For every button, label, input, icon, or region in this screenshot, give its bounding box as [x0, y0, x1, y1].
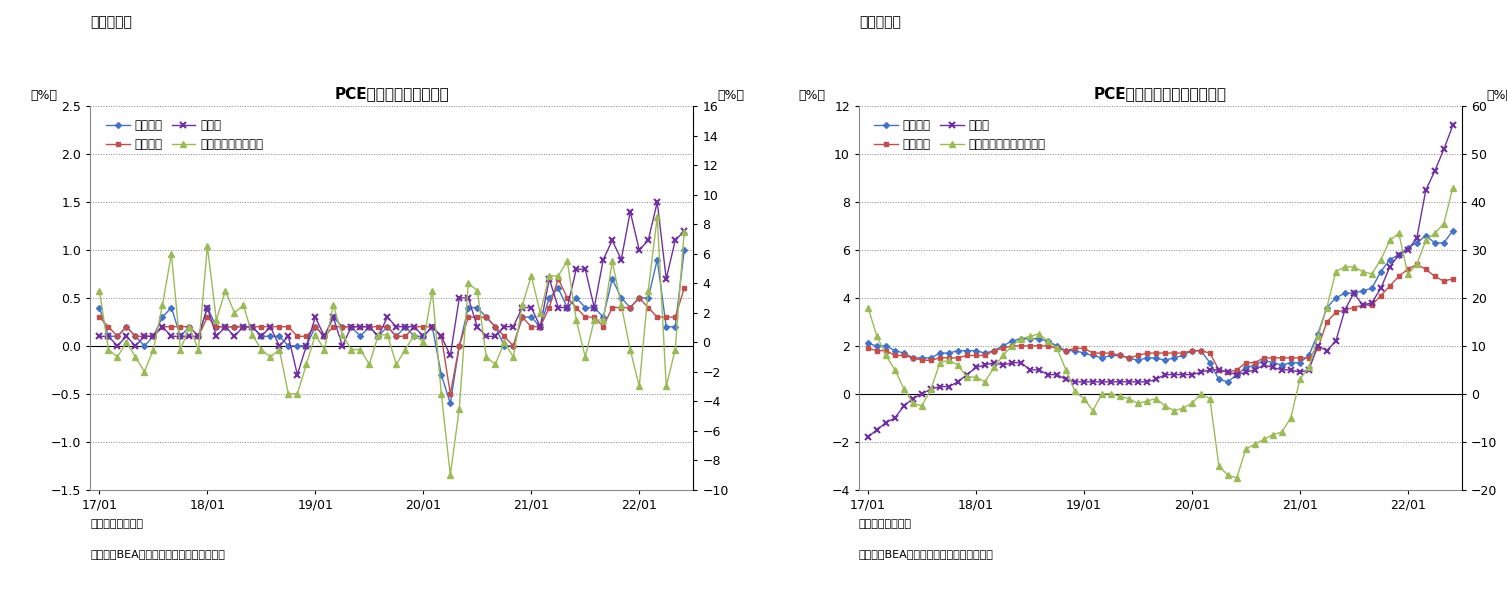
Text: （資料）BEAよりニッセイ基礎研究所作成: （資料）BEAよりニッセイ基礎研究所作成: [90, 549, 225, 559]
Text: （%）: （%）: [799, 89, 826, 103]
Text: （資料）BEAよりニッセイ基礎研究所作成: （資料）BEAよりニッセイ基礎研究所作成: [859, 549, 993, 559]
Text: （図表７）: （図表７）: [859, 15, 901, 30]
Text: （注）季節調整済: （注）季節調整済: [859, 519, 912, 529]
Text: （%）: （%）: [717, 89, 744, 103]
Text: （図表６）: （図表６）: [90, 15, 133, 30]
Text: （注）季節調整済: （注）季節調整済: [90, 519, 143, 529]
Legend: 総合指数, コア指数, 食料品, エネルギー（右軸）: 総合指数, コア指数, 食料品, エネルギー（右軸）: [102, 116, 267, 155]
Legend: 総合指数, コア指数, 食料品, エネルギー関連（右軸）: 総合指数, コア指数, 食料品, エネルギー関連（右軸）: [871, 116, 1049, 155]
Title: PCE価格指数（前年同月比）: PCE価格指数（前年同月比）: [1094, 86, 1227, 101]
Text: （%）: （%）: [1486, 89, 1507, 103]
Title: PCE価格指数（前月比）: PCE価格指数（前月比）: [335, 86, 449, 101]
Text: （%）: （%）: [30, 89, 57, 103]
